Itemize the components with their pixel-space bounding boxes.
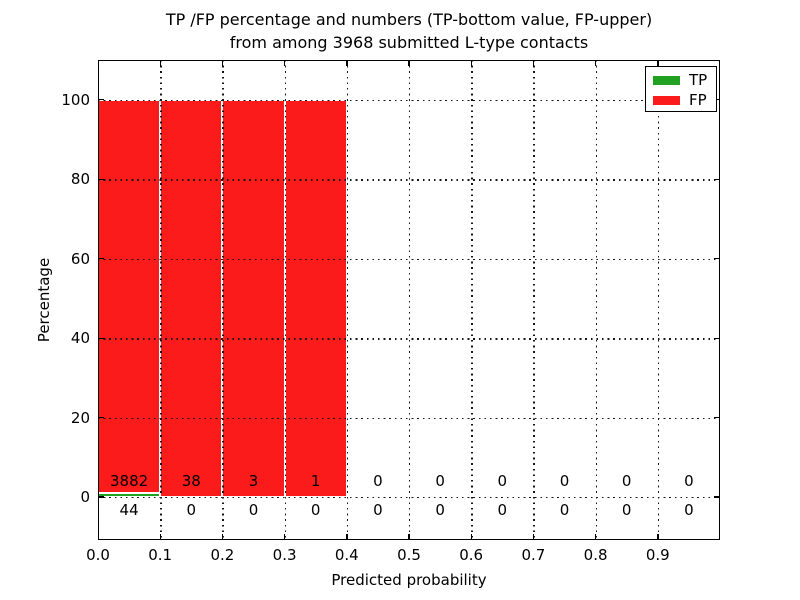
legend-item-tp: TP <box>653 70 716 90</box>
y-tick-right <box>714 99 720 101</box>
tp-count-label: 44 <box>119 501 139 519</box>
x-tick-top <box>346 60 348 66</box>
x-tick-top <box>283 60 286 66</box>
fp-swatch-icon <box>653 95 680 105</box>
tp-count-label: 0 <box>497 501 508 519</box>
legend-item-fp: FP <box>653 90 716 110</box>
legend-label-tp: TP <box>689 70 708 89</box>
tp-count-label: 0 <box>310 501 321 519</box>
tp-swatch-icon <box>653 75 680 85</box>
x-tick <box>408 534 410 540</box>
tp-count-label: 0 <box>559 501 570 519</box>
chart-title: TP /FP percentage and numbers (TP-bottom… <box>98 8 720 54</box>
gridline-h-40 <box>98 338 720 340</box>
x-tick-top <box>470 60 472 66</box>
fp-count-label: 0 <box>684 472 694 490</box>
tp-count-label: 0 <box>684 501 694 519</box>
x-tick <box>532 534 535 540</box>
fp-count-label: 38 <box>181 472 201 490</box>
tp-count-label: 0 <box>435 501 445 519</box>
x-tick-label: 0.7 <box>521 546 546 564</box>
fp-count-label: 0 <box>497 472 508 490</box>
y-tick-right <box>714 337 720 339</box>
x-tick-label: 0.3 <box>272 546 297 564</box>
x-tick-top <box>159 60 161 66</box>
x-tick-label: 0.4 <box>334 546 359 564</box>
fp-count-label: 0 <box>559 472 570 490</box>
plot-area: 3882 38 3 1 0 0 0 0 0 0 44 0 0 0 0 0 0 0… <box>98 60 720 540</box>
gridline-h-80 <box>98 179 720 181</box>
x-tick <box>283 534 286 540</box>
gridline-v-0.6 <box>471 60 473 540</box>
gridline-v-0.4 <box>346 60 349 540</box>
tp-count-label: 0 <box>621 501 632 519</box>
x-tick-label: 0.2 <box>210 546 235 564</box>
x-tick-label: 0.8 <box>583 546 608 564</box>
gridline-h-60 <box>98 258 720 261</box>
legend: TP FP <box>645 66 717 112</box>
x-tick <box>221 534 224 540</box>
y-tick-label: 20 <box>70 408 90 427</box>
x-tick-top <box>221 60 224 66</box>
gridline-v-0.5 <box>409 60 411 540</box>
chart-title-line1: TP /FP percentage and numbers (TP-bottom… <box>165 10 653 29</box>
x-tick-label: 0.5 <box>397 546 421 564</box>
x-tick-top <box>532 60 535 66</box>
y-tick-label: 60 <box>70 249 90 268</box>
x-tick-top <box>408 60 410 66</box>
x-axis-label: Predicted probability <box>331 571 487 589</box>
x-tick-label: 0.0 <box>86 546 110 564</box>
y-tick-right <box>714 178 720 180</box>
x-tick <box>657 534 659 540</box>
bar-fp-bin-0.2-0.3 <box>222 99 285 498</box>
y-tick <box>98 258 104 260</box>
y-tick <box>98 337 104 339</box>
x-tick <box>159 534 161 540</box>
x-tick-top <box>657 60 659 66</box>
x-tick <box>470 534 472 540</box>
chart-title-line2: from among 3968 submitted L-type contact… <box>229 33 589 52</box>
gridline-h-0 <box>98 497 720 499</box>
y-tick-label: 40 <box>70 329 90 348</box>
y-tick-label: 100 <box>61 90 90 109</box>
x-tick <box>594 534 597 540</box>
legend-label-fp: FP <box>689 90 707 109</box>
gridline-v-0.7 <box>533 60 535 540</box>
bar-fp-bin-0.1-0.2 <box>160 99 223 498</box>
y-tick-right <box>714 496 720 498</box>
y-tick-right <box>714 258 720 260</box>
bar-fp-bin-0.3-0.4 <box>284 99 347 498</box>
x-tick <box>346 534 348 540</box>
y-tick-label: 0 <box>80 488 90 507</box>
y-tick <box>98 99 104 101</box>
fp-count-label: 1 <box>310 472 321 490</box>
fp-count-label: 0 <box>621 472 632 490</box>
gridline-v-0.1 <box>160 60 162 540</box>
y-tick-right <box>714 416 720 419</box>
x-tick-top <box>594 60 597 66</box>
fp-count-label: 3 <box>248 472 259 490</box>
x-tick-label: 0.6 <box>459 546 484 564</box>
y-tick <box>98 496 104 498</box>
gridline-v-0.2 <box>222 60 224 540</box>
x-tick <box>98 534 100 540</box>
y-tick <box>98 416 104 419</box>
tp-count-label: 0 <box>248 501 259 519</box>
gridline-h-100 <box>98 99 720 102</box>
gridline-v-0.9 <box>657 60 660 540</box>
x-tick-label: 0.9 <box>645 546 670 564</box>
gridline-h-20 <box>98 417 720 419</box>
y-tick <box>98 178 104 180</box>
tp-count-label: 0 <box>186 501 197 519</box>
tp-count-label: 0 <box>373 501 383 519</box>
fp-count-label: 0 <box>435 472 445 490</box>
fp-count-label: 0 <box>373 472 383 490</box>
gridline-v-0.8 <box>595 60 597 540</box>
fp-count-label: 3882 <box>110 472 149 490</box>
x-tick-label: 0.1 <box>148 546 173 564</box>
y-tick-label: 80 <box>70 170 90 189</box>
bar-fp-bin-0.0-0.1 <box>98 99 161 493</box>
gridline-v-0.3 <box>284 60 286 540</box>
